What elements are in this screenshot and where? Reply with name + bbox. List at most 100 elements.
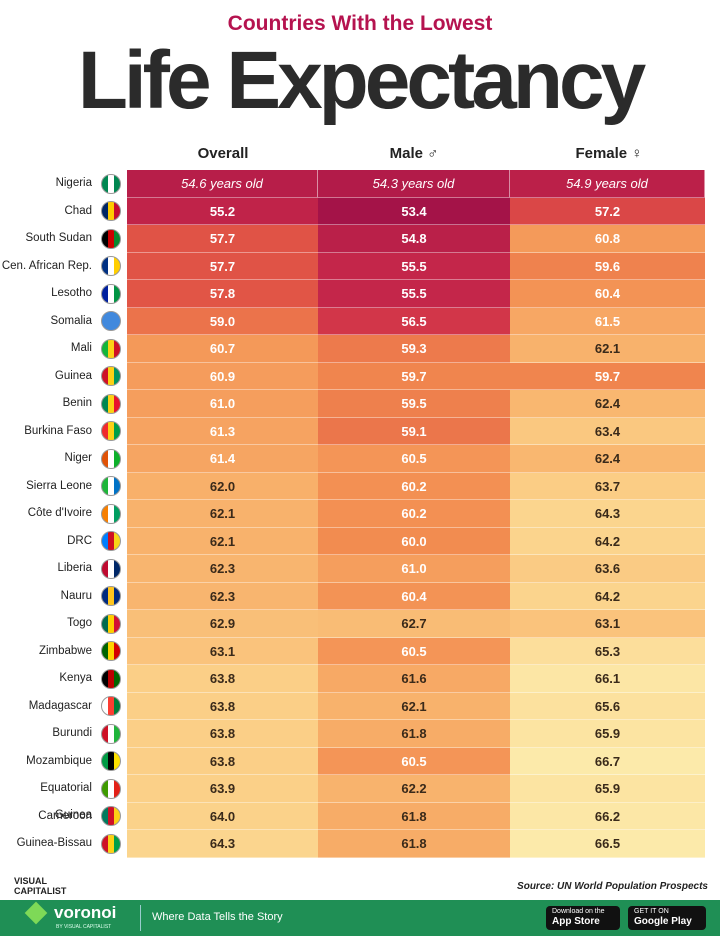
value-cell: 54.6 years old [127, 170, 318, 198]
value-cell: 60.0 [318, 527, 510, 555]
flag [101, 503, 121, 524]
value-cell: 61.5 [510, 307, 705, 335]
column-header: Female ♀ [575, 145, 643, 162]
value-cell: 61.6 [318, 665, 510, 693]
country: Sierra Leone [26, 479, 92, 492]
value-cell: 60.9 [127, 362, 318, 390]
value-cell: 62.2 [318, 775, 510, 803]
flag [101, 613, 121, 634]
title: Life Expectancy [77, 35, 646, 126]
value-cell: 62.1 [318, 692, 510, 720]
value-cell: 62.3 [127, 582, 318, 610]
flag [101, 228, 121, 249]
value-cell: 63.9 [127, 775, 318, 803]
flag [101, 751, 121, 771]
value-cell: 62.4 [510, 445, 705, 473]
source: Source: UN World Population Prospects [517, 881, 708, 892]
value-cell: 62.3 [127, 555, 318, 583]
flag [101, 201, 121, 221]
flag [101, 806, 121, 826]
value-cell: 54.3 years old [318, 170, 510, 198]
value-cell: 66.5 [510, 830, 705, 858]
flag [101, 586, 121, 606]
country: Niger [64, 452, 92, 464]
google-play-button[interactable]: GET IT ON Google Play [628, 906, 706, 930]
value-cell: 59.1 [318, 417, 510, 445]
value-cell: 60.2 [318, 472, 510, 500]
flag [101, 696, 121, 716]
value-cell: 57.7 [127, 225, 318, 253]
value-cell: 53.4 [318, 197, 510, 225]
value-cell: 66.1 [510, 665, 705, 693]
country: South Sudan [25, 232, 92, 244]
value-cell: 63.6 [510, 555, 705, 583]
value-cell: 57.2 [510, 197, 705, 225]
value-cell: 54.8 [318, 225, 510, 253]
value-cell: 64.3 [127, 830, 318, 858]
flag [101, 311, 121, 331]
flag [101, 476, 121, 496]
value-cell: 62.1 [127, 527, 318, 555]
brand: voronoi [54, 903, 117, 922]
value-cell: 60.5 [318, 747, 510, 775]
country: Burundi [52, 727, 92, 739]
value-cell: 59.7 [318, 362, 510, 390]
value-cell: 55.2 [127, 197, 318, 225]
value-cell: 65.6 [510, 692, 705, 720]
country: Côte d'Ivoire [27, 507, 92, 519]
country: Madagascar [28, 699, 92, 712]
value-cell: 64.0 [127, 802, 318, 830]
value-cell: 62.7 [318, 610, 510, 638]
value-cell: 55.5 [318, 280, 510, 308]
flag [101, 833, 121, 854]
country: Zimbabwe [38, 644, 92, 657]
country: Cameroon [38, 809, 92, 822]
flag [101, 338, 121, 359]
value-cell: 60.5 [318, 637, 510, 665]
flag [101, 558, 121, 579]
label: Google Play [634, 916, 692, 927]
value-cell: 62.0 [127, 472, 318, 500]
flag [101, 531, 121, 551]
value-cell: 57.7 [127, 252, 318, 280]
value-cell: 63.7 [510, 472, 705, 500]
value-cell: 65.9 [510, 775, 705, 803]
value-cell: 61.4 [127, 445, 318, 473]
flag [101, 668, 121, 689]
flag [101, 723, 121, 744]
value-cell: 63.1 [510, 610, 705, 638]
label: Download on the [552, 908, 605, 915]
value-cell: 60.4 [318, 582, 510, 610]
country: Kenya [59, 672, 92, 684]
country: Guinea-Bissau [16, 837, 92, 849]
country: Mali [70, 342, 92, 354]
label: GET IT ON [634, 908, 669, 915]
column-header: Male ♂ [389, 145, 439, 162]
value-cell: 59.3 [318, 335, 510, 363]
country: Togo [67, 617, 92, 629]
tagline: Where Data Tells the Story [152, 911, 283, 923]
value-cell: 62.1 [510, 335, 705, 363]
flag [101, 641, 121, 661]
value-cell: 60.8 [510, 225, 705, 253]
subtitle: Countries With the Lowest [227, 12, 493, 35]
value-cell: 60.7 [127, 335, 318, 363]
value-cell: 64.3 [510, 500, 705, 528]
value-cell: 63.8 [127, 665, 318, 693]
value-cell: 62.4 [510, 390, 705, 418]
value-cell: 61.3 [127, 417, 318, 445]
flag [101, 448, 121, 469]
value-cell: 62.9 [127, 610, 318, 638]
country: Equatorial Guinea [40, 782, 92, 821]
value-cell: 59.7 [510, 362, 705, 390]
country: Benin [62, 397, 92, 409]
flag [101, 256, 121, 276]
value-cell: 59.6 [510, 252, 705, 280]
value-cell: 57.8 [127, 280, 318, 308]
logo: VISUAL CAPITALIST [14, 876, 67, 896]
country: Chad [64, 204, 93, 217]
app-store-button[interactable]: Download on the App Store [546, 906, 620, 930]
value-cell: 63.8 [127, 747, 318, 775]
label: App Store [552, 916, 600, 927]
